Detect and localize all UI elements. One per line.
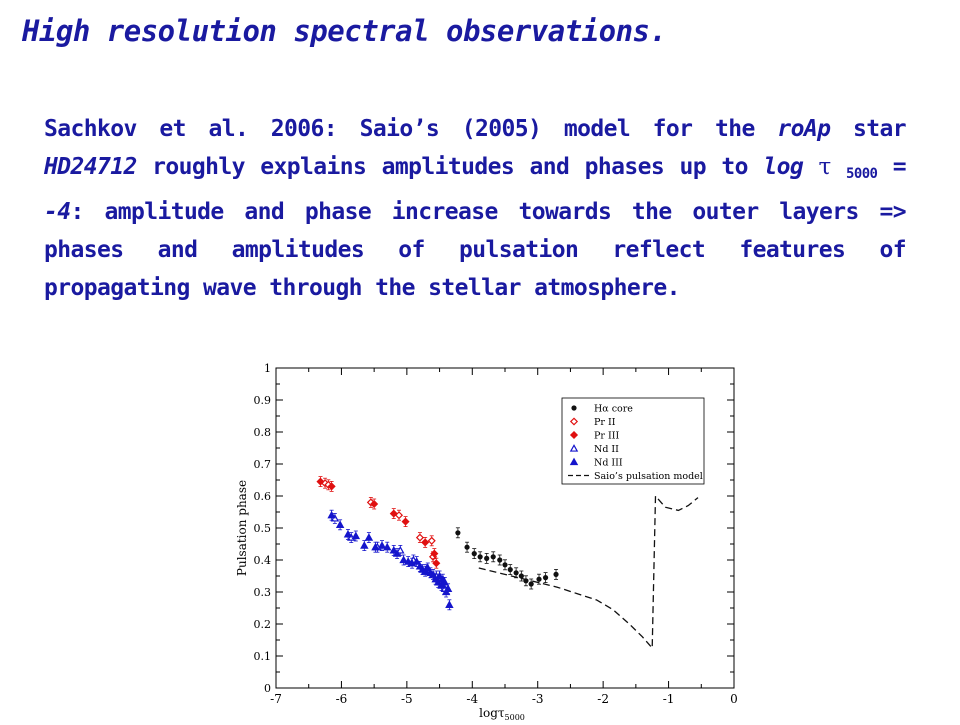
y-tick-label: 0.9 xyxy=(254,394,272,407)
data-point xyxy=(316,477,325,486)
legend-label: Nd II xyxy=(594,444,619,455)
y-tick-label: 0.6 xyxy=(254,490,272,503)
data-point xyxy=(351,531,361,540)
pulsation-phase-chart: -7 -6 -5 -4 -3 -2 -1 0 0 0.1 0.2 0.3 0.4 0.5 0.6 0.7 0.8… xyxy=(232,360,762,722)
data-point xyxy=(399,555,408,564)
data-point xyxy=(513,570,519,576)
data-point xyxy=(364,533,374,541)
x-axis-label-subscript: 5000 xyxy=(505,713,525,720)
data-point xyxy=(430,549,439,558)
body-text-10: : amplitude and phase increase towards t… xyxy=(44,199,907,301)
legend-swatch xyxy=(569,417,579,426)
x-tick-label: -2 xyxy=(597,692,609,706)
legend-label: Hα core xyxy=(594,404,633,415)
data-point xyxy=(502,562,508,568)
x-tick-label: -7 xyxy=(270,692,282,706)
body-text-3: star xyxy=(830,116,907,142)
x-tick-label: -3 xyxy=(532,692,544,706)
data-point xyxy=(396,545,405,554)
data-point xyxy=(528,581,534,587)
data-point xyxy=(432,559,441,568)
y-tick-label: 0.1 xyxy=(254,650,272,663)
y-tick-label: 0.7 xyxy=(254,458,272,471)
legend-swatch xyxy=(569,457,579,466)
data-point xyxy=(490,554,496,560)
x-axis-label: logτ5000 xyxy=(479,706,525,720)
data-point xyxy=(327,482,336,491)
data-point xyxy=(335,520,345,528)
x-tick-label: 0 xyxy=(730,692,738,706)
data-point xyxy=(403,557,413,565)
data-point xyxy=(343,529,353,538)
data-point xyxy=(542,575,549,581)
body-text-log: log xyxy=(763,154,819,180)
body-text-5: roughly explains amplitudes and phases u… xyxy=(136,154,764,180)
body-text-tau: τ xyxy=(818,154,832,180)
data-point xyxy=(377,541,387,549)
data-point xyxy=(401,517,410,526)
data-point xyxy=(471,551,477,557)
body-text-eq: = -4 xyxy=(44,154,907,225)
data-point xyxy=(370,499,379,509)
body-text-roap: roAp xyxy=(777,116,831,142)
legend-swatch xyxy=(571,405,577,411)
y-tick-label: 0.5 xyxy=(254,522,272,535)
data-point xyxy=(553,571,559,577)
data-point xyxy=(392,549,402,557)
slide-title: High resolution spectral observations. xyxy=(22,14,667,48)
y-tick-label: 0.2 xyxy=(254,618,272,631)
data-point xyxy=(383,542,392,551)
saio-model-curve xyxy=(478,494,699,650)
data-point xyxy=(477,554,483,560)
data-point xyxy=(443,584,453,592)
legend-box xyxy=(561,397,705,485)
chart-svg: -7 -6 -5 -4 -3 -2 -1 0 0 0.1 0.2 0.3 0.4 0.5 0.6 0.7 0.8… xyxy=(235,362,738,722)
y-axis-label: Pulsation phase xyxy=(235,480,249,576)
y-tick-label: 0 xyxy=(264,682,271,695)
data-point xyxy=(518,573,524,579)
body-text-1: Sachkov et al. 2006: Saio’s (2005) model… xyxy=(44,116,778,142)
y-tick-label: 0.8 xyxy=(254,426,272,439)
data-point xyxy=(497,557,503,563)
legend-label: Saio’s pulsation model xyxy=(594,471,703,482)
x-tick-label: -6 xyxy=(336,692,348,706)
legend-swatch xyxy=(569,430,579,440)
x-tick-label: -5 xyxy=(401,692,413,706)
legend-label: Pr II xyxy=(594,417,616,428)
data-point xyxy=(484,555,490,561)
data-point xyxy=(389,545,398,554)
legend-label: Pr III xyxy=(594,431,619,442)
data-point xyxy=(435,571,444,580)
data-point xyxy=(327,510,336,519)
data-point xyxy=(427,536,436,545)
slide-body-text: Sachkov et al. 2006: Saio’s (2005) model… xyxy=(44,110,907,307)
y-tick-label: 0.3 xyxy=(254,586,272,599)
x-tick-label: -4 xyxy=(466,692,478,706)
data-point xyxy=(360,541,369,549)
data-point xyxy=(507,567,513,573)
y-tick-label: 0.4 xyxy=(254,554,272,567)
data-point xyxy=(445,600,454,608)
data-point xyxy=(536,576,542,582)
legend-swatch xyxy=(569,444,579,452)
body-text-star-name: HD24712 xyxy=(44,154,137,180)
body-text-5000: 5000 xyxy=(846,166,878,182)
y-tick-label: 1 xyxy=(264,362,271,375)
data-point xyxy=(455,530,461,536)
data-point xyxy=(389,509,398,518)
data-point xyxy=(415,533,424,542)
x-tick-label: -1 xyxy=(663,692,675,706)
data-point xyxy=(421,538,430,547)
legend-label: Nd III xyxy=(594,458,623,469)
data-point xyxy=(464,544,470,550)
data-point xyxy=(371,542,380,551)
